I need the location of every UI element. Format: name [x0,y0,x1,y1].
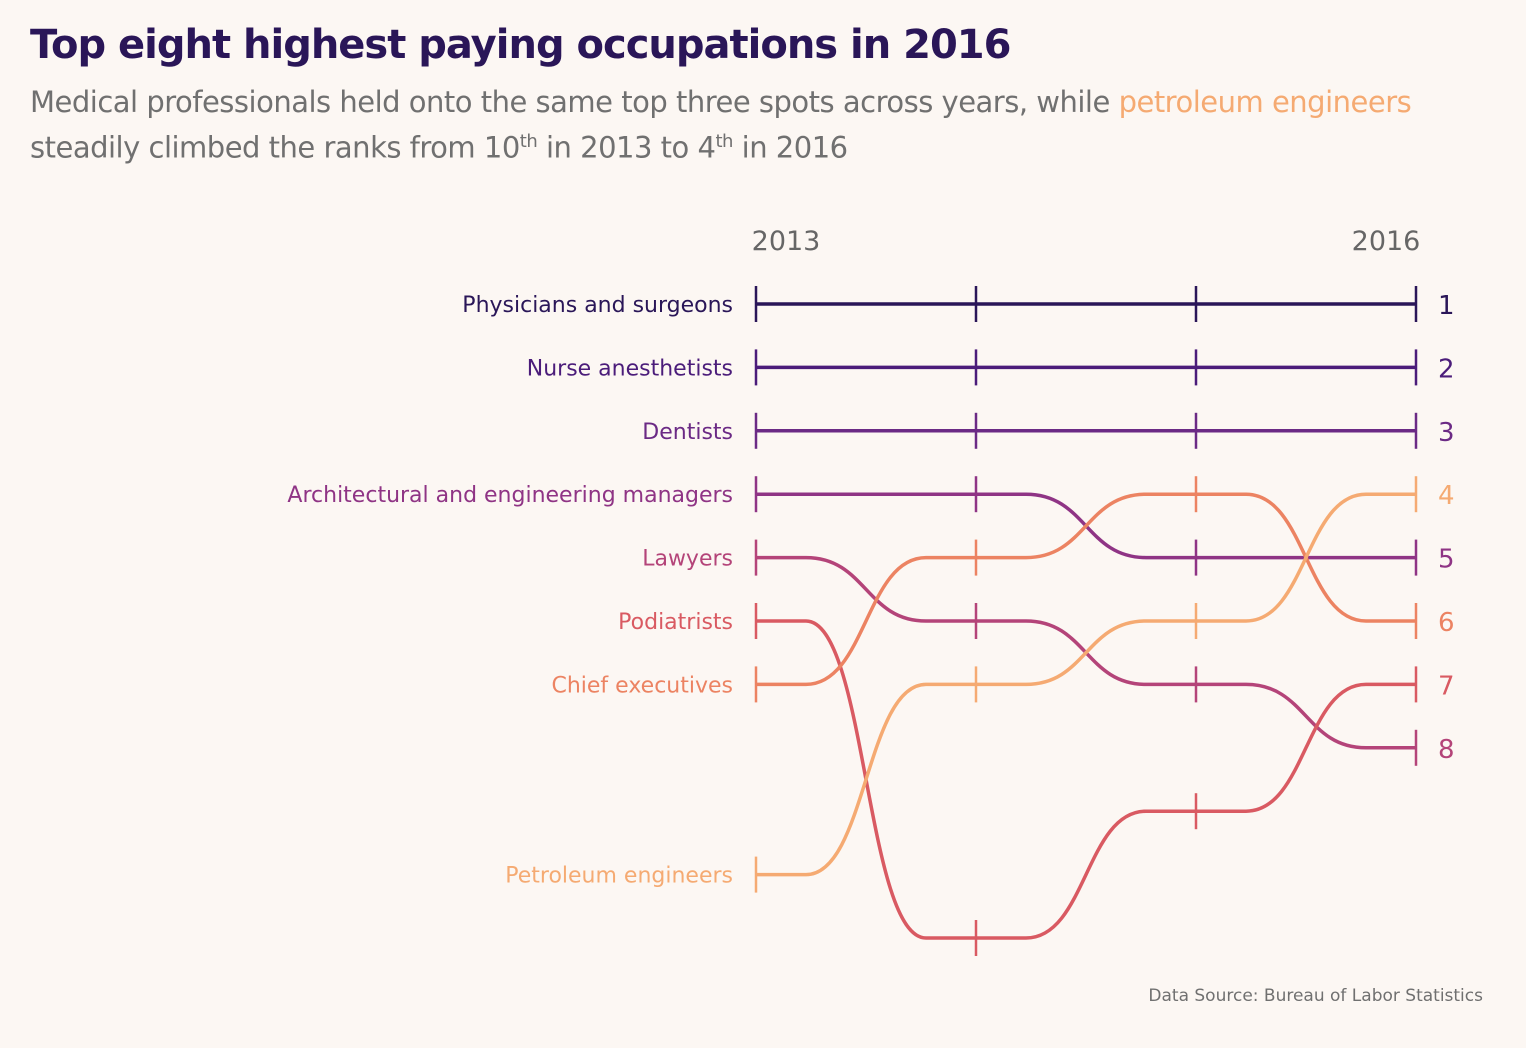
subtitle-text: Medical professionals held onto the same… [30,85,1119,119]
end-rank-label: 6 [1438,608,1455,638]
end-rank-label: 3 [1438,418,1455,448]
end-rank-label: 4 [1438,481,1455,511]
series-label: Lawyers [642,547,733,572]
chart-title: Top eight highest paying occupations in … [30,22,1011,68]
series-label: Chief executives [551,673,733,698]
subtitle-text: steadily climbed the ranks from 10 [30,130,520,165]
data-source: Data Source: Bureau of Labor Statistics [1148,986,1483,1006]
end-rank-label: 5 [1438,545,1455,575]
series-label: Nurse anesthetists [527,356,733,381]
series-label: Architectural and engineering managers [287,483,733,508]
end-rank-label: 8 [1438,735,1455,765]
subtitle-text: in 2013 to 4 [537,130,716,165]
series-label: Physicians and surgeons [462,293,733,318]
chart-subtitle: Medical professionals held onto the same… [30,82,1430,168]
subtitle-sup: th [715,131,733,152]
series-label: Dentists [642,420,733,445]
series-line [756,619,1416,940]
subtitle-highlight: petroleum engineers [1118,85,1412,119]
subtitle-sup: th [519,131,538,152]
axis-label-end: 2016 [1352,226,1421,257]
end-rank-label: 1 [1438,291,1455,321]
series-label: Petroleum engineers [505,864,733,889]
series-line [756,492,1416,687]
series-label: Podiatrists [618,610,733,635]
subtitle-text: in 2016 [732,130,848,165]
end-rank-label: 2 [1438,354,1455,384]
end-rank-label: 7 [1438,671,1455,701]
axis-label-start: 2013 [752,226,821,257]
series-line [756,492,1416,877]
